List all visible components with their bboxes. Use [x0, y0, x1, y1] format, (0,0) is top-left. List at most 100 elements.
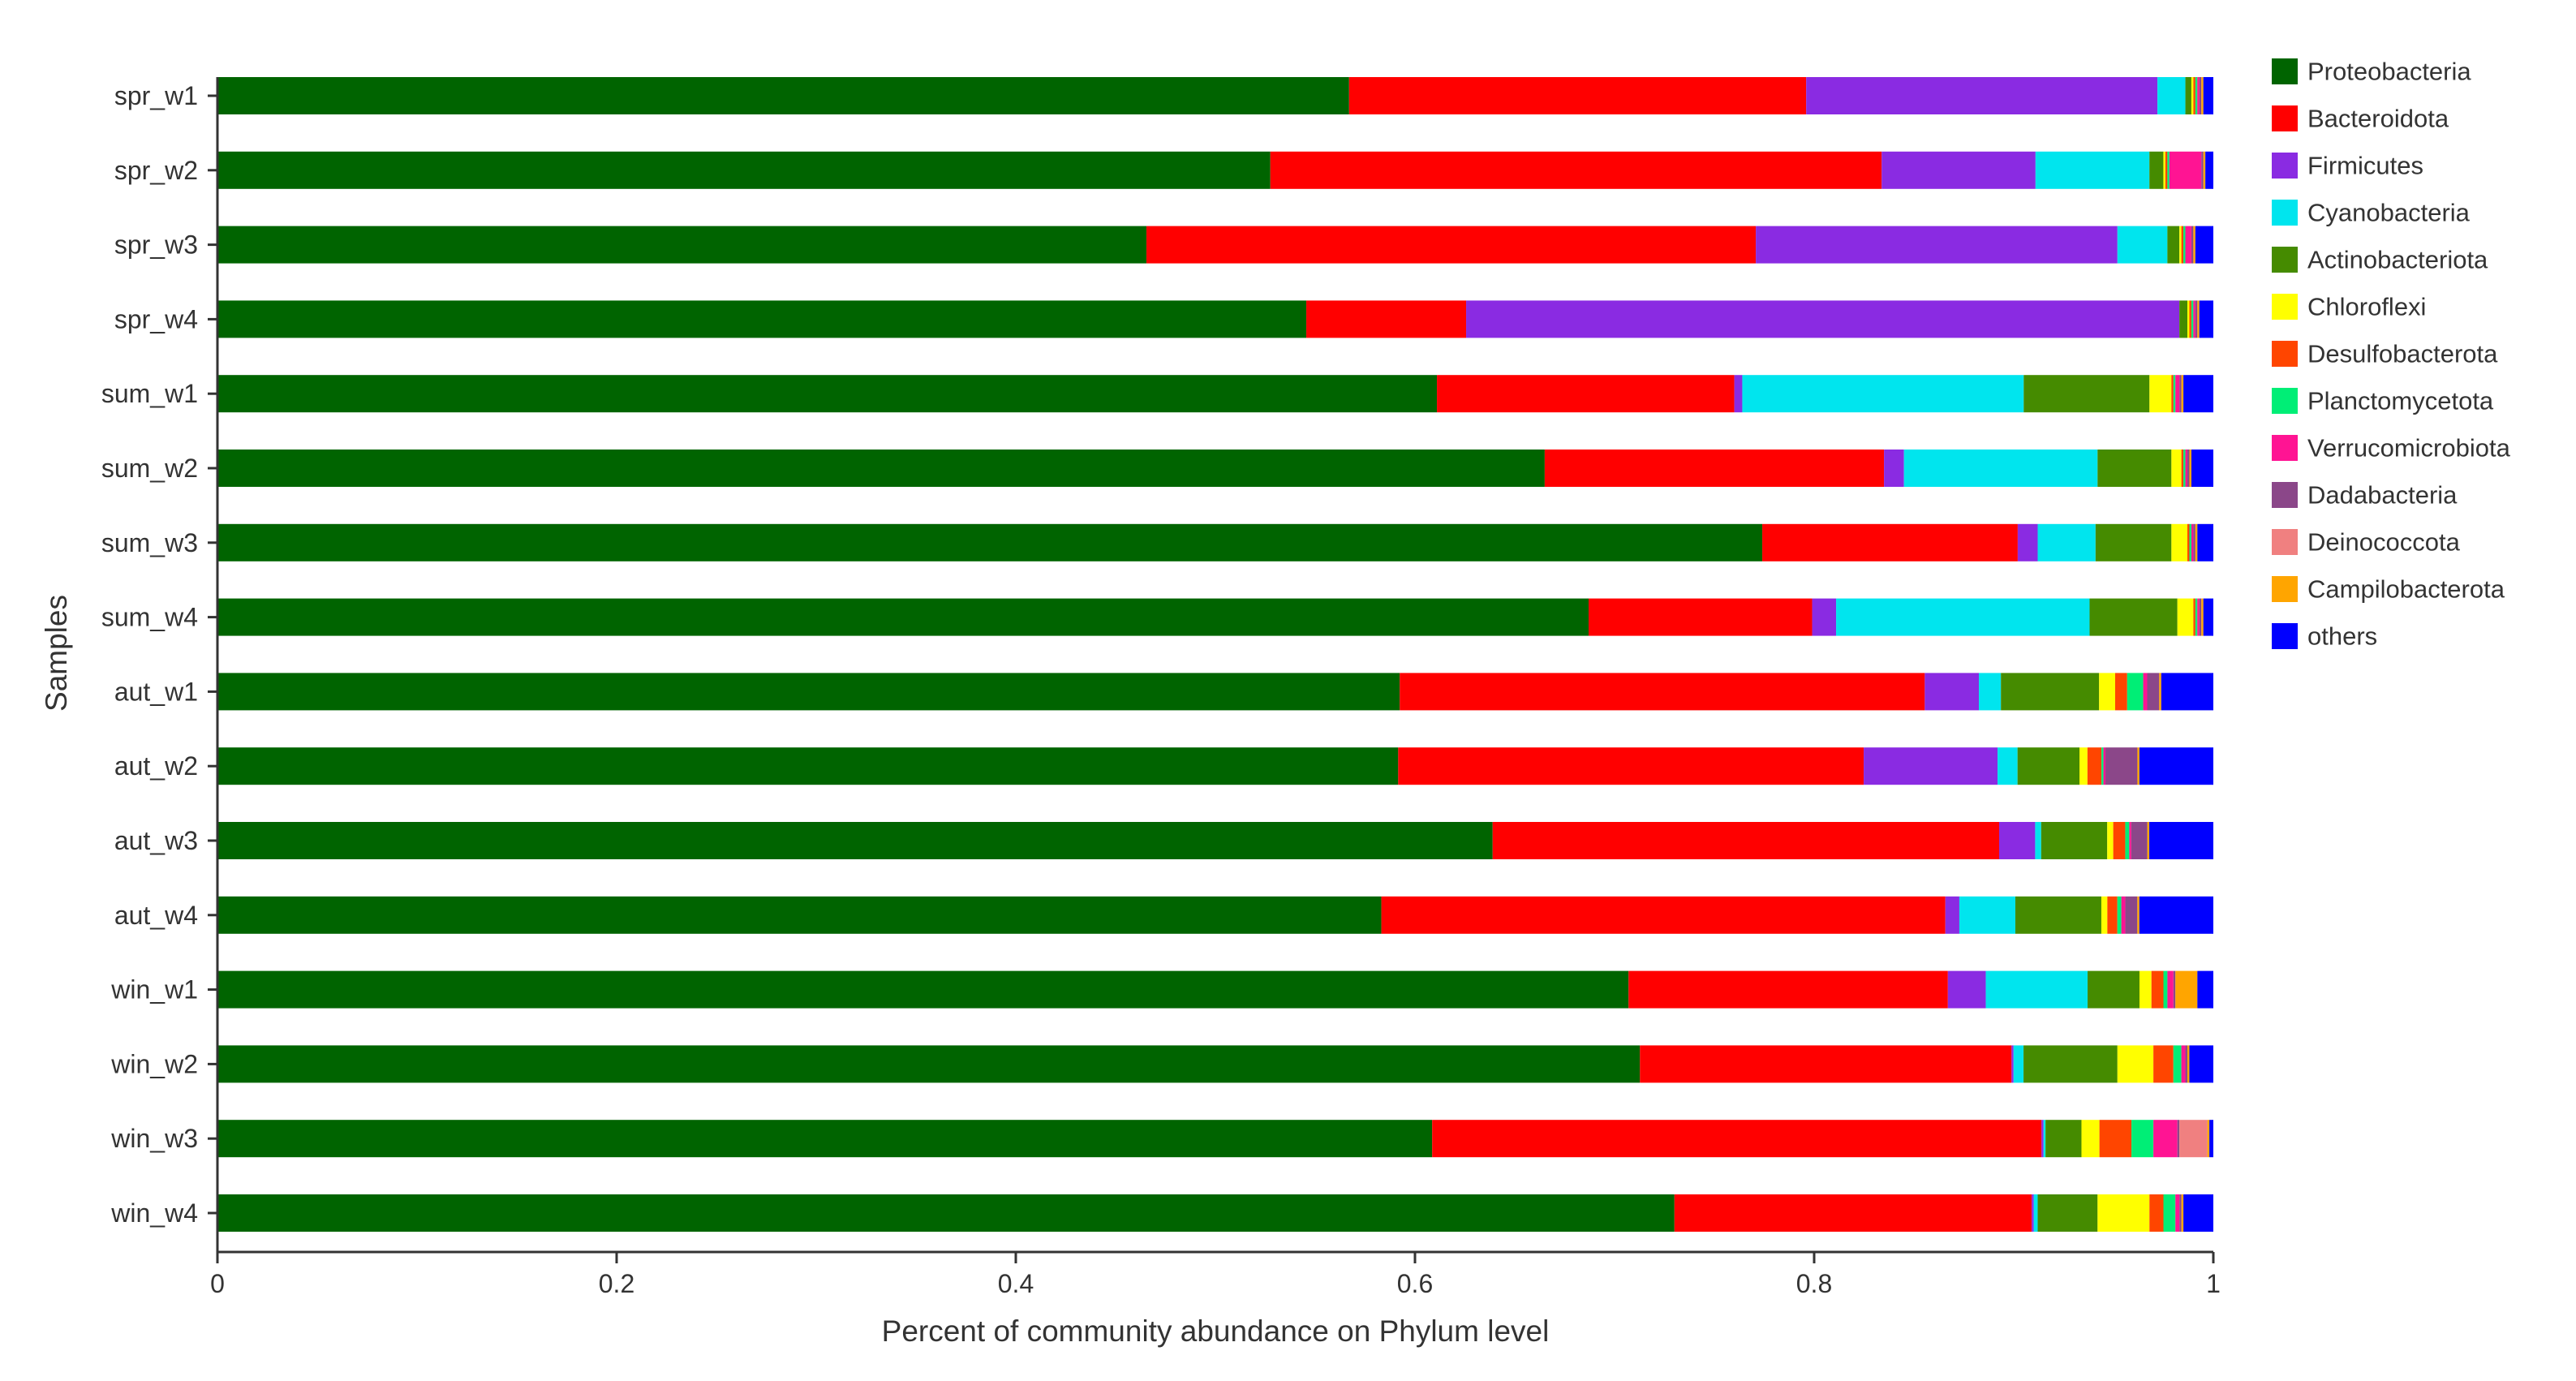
bar-segment-aut_w1-bacteroidota [1400, 673, 1925, 711]
bar-segment-win_w4-actinobacteriota [2037, 1194, 2098, 1232]
bar-segment-aut_w4-actinobacteriota [2015, 896, 2101, 934]
bar-segment-sum_w1-cyanobacteria [1742, 375, 2024, 413]
bar-segment-sum_w1-actinobacteriota [2023, 375, 2150, 413]
bar-segment-win_w1-desulfobacterota [2151, 970, 2164, 1009]
legend-swatch-actinobacteriota [2272, 247, 2298, 273]
legend-label: Campilobacterota [2307, 575, 2505, 604]
bar-segment-spr_w4-planctomycetota [2191, 300, 2194, 338]
bar-segment-aut_w3-firmicutes [1998, 822, 2036, 859]
y-tick-label: spr_w3 [114, 230, 198, 260]
bar-segment-sum_w3-desulfobacterota [2187, 523, 2190, 561]
bar-segment-sum_w1-others [2183, 375, 2213, 413]
bar-segment-aut_w4-cyanobacteria [1959, 896, 2015, 934]
bar-segment-aut_w4-verrucomicrobiota [2121, 896, 2126, 934]
bar-segment-aut_w3-others [2149, 822, 2213, 859]
bar-segment-sum_w2-others [2191, 450, 2213, 487]
bar-segment-spr_w1-others [2203, 77, 2213, 114]
bar-segment-win_w2-cyanobacteria [2013, 1045, 2024, 1083]
bar-segment-aut_w3-bacteroidota [1492, 822, 1999, 859]
bar-segment-spr_w1-planctomycetota [2195, 77, 2198, 114]
bar-segment-win_w4-chloroflexi [2097, 1194, 2150, 1232]
bar-segment-win_w1-actinobacteriota [2088, 970, 2139, 1009]
bar-segment-sum_w2-planctomycetota [2183, 450, 2186, 487]
bar-segment-win_w4-campilobacterota [2181, 1194, 2184, 1232]
legend-swatch-chloroflexi [2272, 294, 2298, 320]
legend-swatch-deinococcota [2272, 529, 2298, 555]
bar-segment-win_w2-others [2189, 1045, 2213, 1083]
bar-segment-spr_w1-cyanobacteria [2157, 77, 2186, 114]
bar-segment-aut_w2-verrucomicrobiota [2103, 747, 2106, 785]
bar-segment-sum_w2-campilobacterota [2189, 450, 2191, 487]
bar-segment-spr_w3-bacteroidota [1146, 226, 1757, 264]
bars-layer [217, 77, 2213, 1232]
bar-segment-spr_w1-firmicutes [1806, 77, 2158, 114]
bar-segment-win_w2-proteobacteria [217, 1045, 1641, 1083]
bar-segment-win_w2-desulfobacterota [2153, 1045, 2174, 1083]
y-tick-label: sum_w1 [101, 379, 198, 408]
y-tick-label: spr_w4 [114, 304, 198, 333]
bar-segment-spr_w4-bacteroidota [1306, 300, 1467, 338]
y-ticks-layer: spr_w1 spr_w2 spr_w3 spr_w4 sum_w1 sum_w2 sum_… [101, 81, 217, 1228]
bar-segment-aut_w4-desulfobacterota [2107, 896, 2118, 934]
bar-segment-win_w3-bacteroidota [1432, 1120, 2042, 1158]
bar-segment-win_w4-others [2183, 1194, 2213, 1232]
bar-segment-aut_w3-actinobacteriota [2041, 822, 2108, 859]
bar-segment-aut_w2-cyanobacteria [1998, 747, 2018, 785]
bar-segment-aut_w4-others [2139, 896, 2213, 934]
bar-segment-spr_w2-verrucomicrobiota [2169, 151, 2202, 189]
bar-segment-aut_w4-campilobacterota [2137, 896, 2139, 934]
bar-segment-win_w3-deinococcota [2179, 1120, 2208, 1158]
bar-segment-win_w2-campilobacterota [2187, 1045, 2190, 1083]
bar-segment-sum_w2-chloroflexi [2171, 450, 2182, 487]
bar-segment-spr_w1-bacteroidota [1348, 77, 1807, 114]
bar-segment-win_w4-firmicutes [2032, 1194, 2034, 1232]
bar-segment-aut_w3-verrucomicrobiota [2129, 822, 2131, 859]
bar-segment-sum_w3-cyanobacteria [2037, 523, 2096, 561]
bar-segment-sum_w3-actinobacteriota [2095, 523, 2172, 561]
legend-label: Firmicutes [2307, 152, 2423, 180]
legend-swatch-bacteroidota [2272, 105, 2298, 131]
bar-segment-aut_w2-others [2139, 747, 2213, 785]
x-tick-label: 1 [2206, 1269, 2221, 1298]
bar-segment-aut_w4-firmicutes [1945, 896, 1959, 934]
bar-segment-win_w3-verrucomicrobiota [2153, 1120, 2178, 1158]
bar-segment-spr_w3-cyanobacteria [2117, 226, 2168, 264]
bar-segment-sum_w2-dadabacteria [2187, 450, 2190, 487]
y-tick-label: win_w1 [110, 975, 198, 1005]
bar-segment-spr_w1-desulfobacterota [2193, 77, 2195, 114]
bar-segment-sum_w1-bacteroidota [1437, 375, 1735, 413]
bar-segment-spr_w2-others [2205, 151, 2213, 189]
bar-segment-win_w1-campilobacterota [2175, 970, 2198, 1009]
bar-segment-spr_w4-desulfobacterota [2189, 300, 2191, 338]
bar-segment-sum_w1-chloroflexi [2149, 375, 2172, 413]
bar-segment-sum_w1-campilobacterota [2181, 375, 2184, 413]
legend-label: Chloroflexi [2307, 293, 2426, 321]
bar-segment-win_w3-chloroflexi [2081, 1120, 2100, 1158]
bar-segment-sum_w3-planctomycetota [2189, 523, 2191, 561]
bar-segment-aut_w4-proteobacteria [217, 896, 1382, 934]
bar-segment-win_w3-planctomycetota [2131, 1120, 2154, 1158]
bar-segment-aut_w2-planctomycetota [2101, 747, 2104, 785]
bar-segment-spr_w1-verrucomicrobiota [2197, 77, 2200, 114]
legend-label: Verrucomicrobiota [2307, 434, 2511, 462]
bar-segment-sum_w2-cyanobacteria [1903, 450, 2098, 487]
bar-segment-sum_w2-proteobacteria [217, 450, 1545, 487]
bar-segment-aut_w1-dadabacteria [2147, 673, 2160, 711]
bar-segment-aut_w2-bacteroidota [1398, 747, 1864, 785]
y-tick-label: sum_w2 [101, 454, 198, 483]
bar-segment-sum_w3-others [2197, 523, 2213, 561]
bar-segment-sum_w3-dadabacteria [2193, 523, 2195, 561]
bar-segment-sum_w4-cyanobacteria [1836, 598, 2090, 636]
bar-segment-spr_w4-dadabacteria [2195, 300, 2198, 338]
bar-segment-spr_w4-campilobacterota [2197, 300, 2200, 338]
bar-segment-sum_w4-proteobacteria [217, 598, 1589, 636]
bar-segment-aut_w4-bacteroidota [1381, 896, 1946, 934]
bar-segment-spr_w2-actinobacteriota [2149, 151, 2164, 189]
bar-segment-aut_w3-cyanobacteria [2035, 822, 2041, 859]
bar-segment-aut_w4-chloroflexi [2101, 896, 2108, 934]
legend-swatch-others [2272, 623, 2298, 649]
bar-segment-aut_w4-dadabacteria [2125, 896, 2138, 934]
bar-segment-win_w3-proteobacteria [217, 1120, 1433, 1158]
bar-segment-sum_w4-campilobacterota [2201, 598, 2204, 636]
